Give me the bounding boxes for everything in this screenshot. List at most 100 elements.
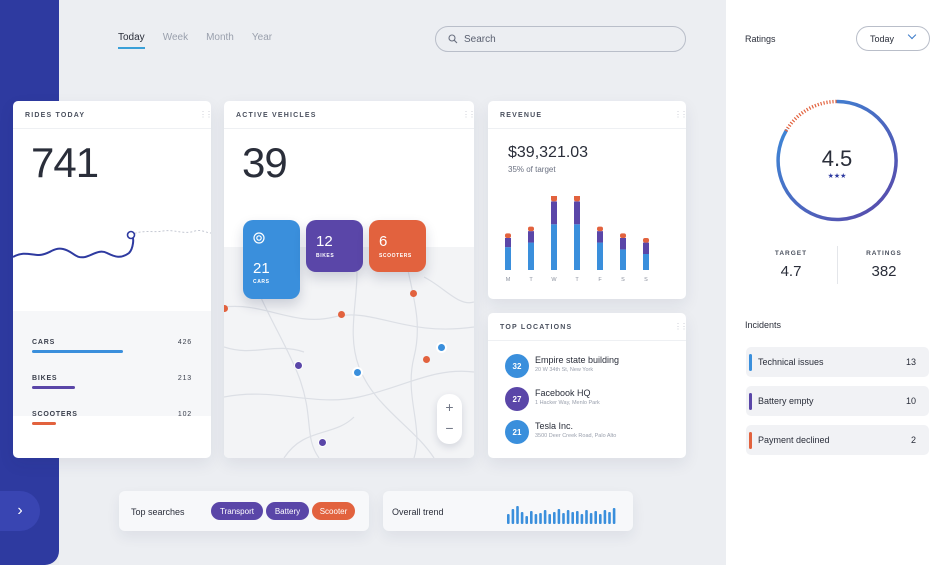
location-count-badge: 32 [505,354,529,378]
ratings-count-label: RATINGS [866,250,902,257]
map-marker[interactable] [352,367,363,378]
drag-handle-icon[interactable] [674,322,679,332]
map-marker[interactable] [224,305,228,312]
bar-segment [551,201,557,225]
tab-year[interactable]: Year [251,32,273,43]
search-input[interactable] [464,33,664,45]
incident-color-bar [749,354,752,371]
x-tick-label: T [575,277,579,283]
bar-segment [551,224,557,270]
chevron-down-icon [907,30,917,40]
active-vehicles-card: ACTIVE VEHICLES 39 21 CARS [224,101,474,458]
drag-handle-icon[interactable] [199,110,204,120]
overall-trend-title: Overall trend [392,507,444,517]
location-name: Empire state building [535,355,620,365]
divider [224,128,474,129]
tab-today[interactable]: Today [118,32,145,49]
search-chip-transport[interactable]: Transport [211,502,263,520]
incident-color-bar [749,432,752,449]
bar-segment [643,242,649,254]
drag-handle-icon[interactable] [462,110,467,120]
divider [837,246,838,284]
top-locations-card: TOP LOCATIONS 32 Empire state building 2… [488,313,686,458]
incident-label: Technical issues [758,357,824,367]
revenue-target-progress: 35% of target [508,165,556,174]
incident-count: 13 [905,357,916,367]
map-marker[interactable] [423,356,430,363]
map-marker[interactable] [338,311,345,318]
search-chip-scooter[interactable]: Scooter [312,502,355,520]
rides-today-card: RIDES TODAY 741 CARS 426 BIKES 213 SCOOT… [13,101,211,458]
bar-segment [597,226,603,232]
trend-sparkbars [507,506,616,524]
ratings-period-select[interactable]: Today [856,26,930,51]
bar-segment [505,247,511,270]
search-box[interactable] [435,26,686,52]
tile-count: 12 [316,233,333,250]
ratings-gauge [776,99,898,222]
zoom-control: + − [437,394,462,444]
period-tabs: Today Week Month Year [118,32,290,49]
map-marker[interactable] [318,438,327,447]
divider [488,340,686,341]
tab-week[interactable]: Week [162,32,189,43]
bar-segment [574,201,580,225]
x-tick-label: F [598,277,602,283]
select-value: Today [870,33,895,44]
incidents-title: Incidents [745,320,782,330]
card-title: TOP LOCATIONS [500,324,573,331]
tile-label: SCOOTERS [379,253,412,259]
map-marker[interactable] [410,290,417,297]
location-count-badge: 21 [505,420,529,444]
bar-segment [597,242,603,270]
bar-segment [643,254,649,270]
location-count-badge: 27 [505,387,529,411]
x-tick-label: W [551,277,557,283]
rating-value: 4.5 [821,146,853,171]
revenue-card: REVENUE $39,321.03 35% of target M T W T F S S [488,101,686,299]
map-marker[interactable] [436,342,447,353]
target-icon [253,232,265,244]
zoom-out-button[interactable]: − [445,420,454,436]
location-name: Facebook HQ [535,388,591,398]
rides-sparkline [13,229,211,259]
breakdown-value: 213 [177,375,192,382]
tile-label: CARS [253,279,270,285]
x-tick-label: T [529,277,533,283]
location-name: Tesla Inc. [535,421,574,431]
incident-item[interactable]: Technical issues 13 [746,347,929,377]
x-tick-label: S [621,277,625,283]
sidebar-expand-button[interactable]: › [0,491,40,531]
bar-segment [505,238,511,248]
vehicle-tile-bikes[interactable]: 12 BIKES [306,220,363,272]
target-value: 4.7 [780,263,802,280]
vehicle-tile-scooters[interactable]: 6 SCOOTERS [369,220,426,272]
incident-color-bar [749,393,752,410]
card-title: RIDES TODAY [25,112,86,119]
incident-label: Payment declined [758,435,830,445]
bar-segment [505,233,511,238]
bar-segment [574,224,580,270]
drag-handle-icon[interactable] [674,110,679,120]
bar-segment [620,233,626,238]
rides-total: 741 [31,139,99,186]
breakdown-value: 426 [177,339,192,346]
breakdown-bar [32,422,56,425]
incident-item[interactable]: Battery empty 10 [746,386,929,416]
tab-month[interactable]: Month [206,32,234,43]
zoom-in-button[interactable]: + [445,399,454,415]
bar-segment [597,231,603,243]
vehicle-tile-cars[interactable]: 21 CARS [243,220,300,299]
bar-segment [551,196,557,202]
ratings-title: Ratings [745,34,776,44]
map-marker[interactable] [294,361,303,370]
revenue-amount: $39,321.03 [508,144,589,161]
search-chip-battery[interactable]: Battery [266,502,309,520]
rides-chart-area [13,311,211,416]
incident-item[interactable]: Payment declined 2 [746,425,929,455]
divider [13,128,211,129]
bar-segment [620,249,626,270]
breakdown-label: SCOOTERS [32,411,78,418]
x-tick-label: M [506,277,511,283]
